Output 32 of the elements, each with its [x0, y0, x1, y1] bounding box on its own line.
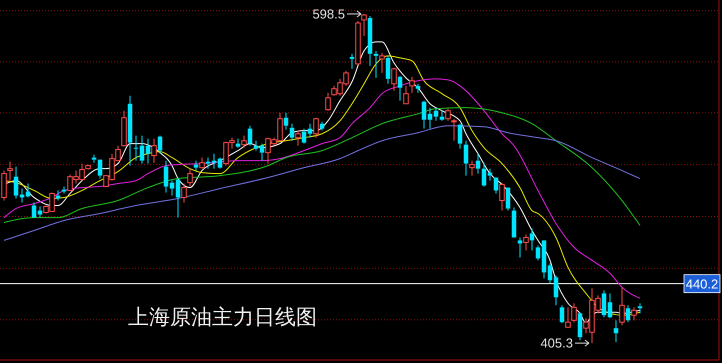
candlestick — [368, 16, 372, 66]
candlestick — [320, 121, 324, 132]
candlestick — [62, 186, 66, 194]
candlestick — [290, 123, 294, 142]
ref-line-label: 440.2 — [686, 276, 718, 292]
candlestick — [248, 125, 252, 146]
candlestick — [158, 135, 162, 154]
candlestick — [398, 75, 402, 102]
candlestick — [560, 304, 564, 324]
annotation: 598.5 — [312, 6, 345, 22]
candlestick — [151, 138, 157, 164]
candlestick — [194, 160, 198, 172]
candlestick — [284, 112, 288, 130]
candlestick — [464, 140, 468, 176]
candlestick — [92, 154, 96, 164]
candlestick — [440, 110, 444, 122]
annotation: 405.3 — [540, 336, 573, 351]
candlestick — [374, 50, 378, 78]
candlestick — [128, 95, 132, 166]
candlestick — [56, 190, 60, 202]
candlestick — [416, 83, 420, 94]
candlestick — [350, 53, 354, 70]
candlestick — [458, 123, 462, 150]
candlestick — [614, 320, 618, 343]
candlestick — [7, 161, 13, 182]
candlestick — [236, 138, 240, 148]
text: 上海原油主力日线图 — [128, 305, 317, 329]
candlestick — [578, 312, 582, 341]
candlestick — [518, 237, 522, 258]
candlestick — [530, 228, 534, 251]
candlestick — [386, 55, 390, 84]
candlestick — [476, 153, 480, 174]
